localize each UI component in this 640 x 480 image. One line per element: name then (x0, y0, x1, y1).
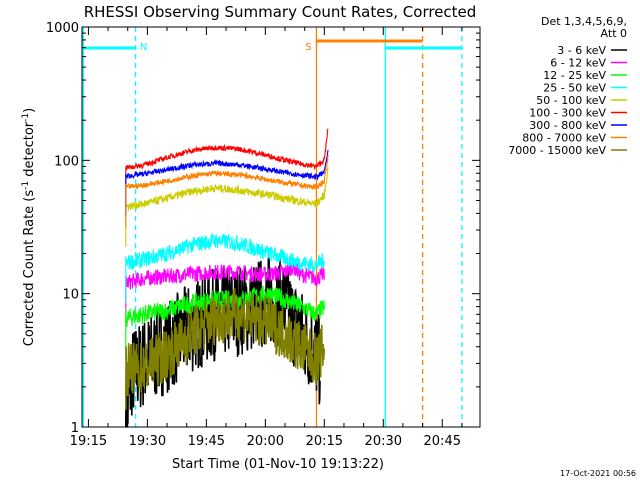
chart-title: RHESSI Observing Summary Count Rates, Co… (84, 3, 477, 21)
legend-label: 800 - 7000 keV (522, 132, 606, 145)
x-tick-label: 20:45 (424, 434, 461, 449)
series-line (125, 288, 326, 410)
y-tick-label: 1000 (46, 21, 79, 36)
annotation-s: S (305, 42, 311, 53)
legend-label: 300 - 800 keV (529, 119, 606, 132)
y-axis-label-main: Corrected Count Rate (s (22, 190, 37, 347)
legend-label: 100 - 300 keV (529, 107, 606, 120)
legend-header: Att 0 (601, 27, 627, 40)
y-axis-label-sup1: -1 (21, 181, 31, 190)
x-axis-label: Start Time (01-Nov-10 19:13:22) (172, 457, 384, 472)
footer-timestamp: 17-Oct-2021 00:56 (560, 469, 636, 478)
series-line (125, 258, 325, 324)
legend-header: Det 1,3,4,5,6,9, (541, 15, 627, 28)
plot-frame (81, 26, 481, 428)
annotation-n: N (140, 42, 147, 53)
x-tick-label: 19:30 (129, 434, 166, 449)
x-tick-label: 19:15 (70, 434, 107, 449)
legend-label: 50 - 100 keV (536, 94, 606, 107)
legend-label: 6 - 12 keV (550, 57, 606, 70)
x-tick-label: 20:30 (365, 434, 402, 449)
y-axis: 1 10 100 1000 (46, 21, 480, 436)
x-tick-label: 19:45 (188, 434, 225, 449)
series-line (125, 232, 325, 304)
y-tick-label: 1 (71, 421, 79, 436)
x-axis: 19:15 19:30 19:45 20:00 20:15 20:30 20:45 (70, 27, 463, 449)
y-tick-label: 10 (62, 288, 79, 303)
y-axis-label-sup2: -1 (21, 113, 31, 122)
x-tick-label: 20:15 (306, 434, 343, 449)
y-axis-label-mid: detector (22, 121, 37, 181)
series-line (125, 154, 329, 228)
x-tick-label: 20:00 (247, 434, 284, 449)
series-line (125, 128, 329, 208)
y-axis-label: Corrected Count Rate (s-1 detector-1) (21, 108, 37, 346)
y-tick-label: 100 (54, 154, 79, 169)
series-line (125, 149, 329, 217)
y-axis-label-end: ) (22, 108, 37, 113)
legend-label: 12 - 25 keV (543, 69, 606, 82)
series-line (125, 166, 329, 247)
legend-label: 25 - 50 keV (543, 82, 606, 95)
legend-label: 7000 - 15000 keV (508, 144, 606, 157)
legend-label: 3 - 6 keV (557, 44, 606, 57)
